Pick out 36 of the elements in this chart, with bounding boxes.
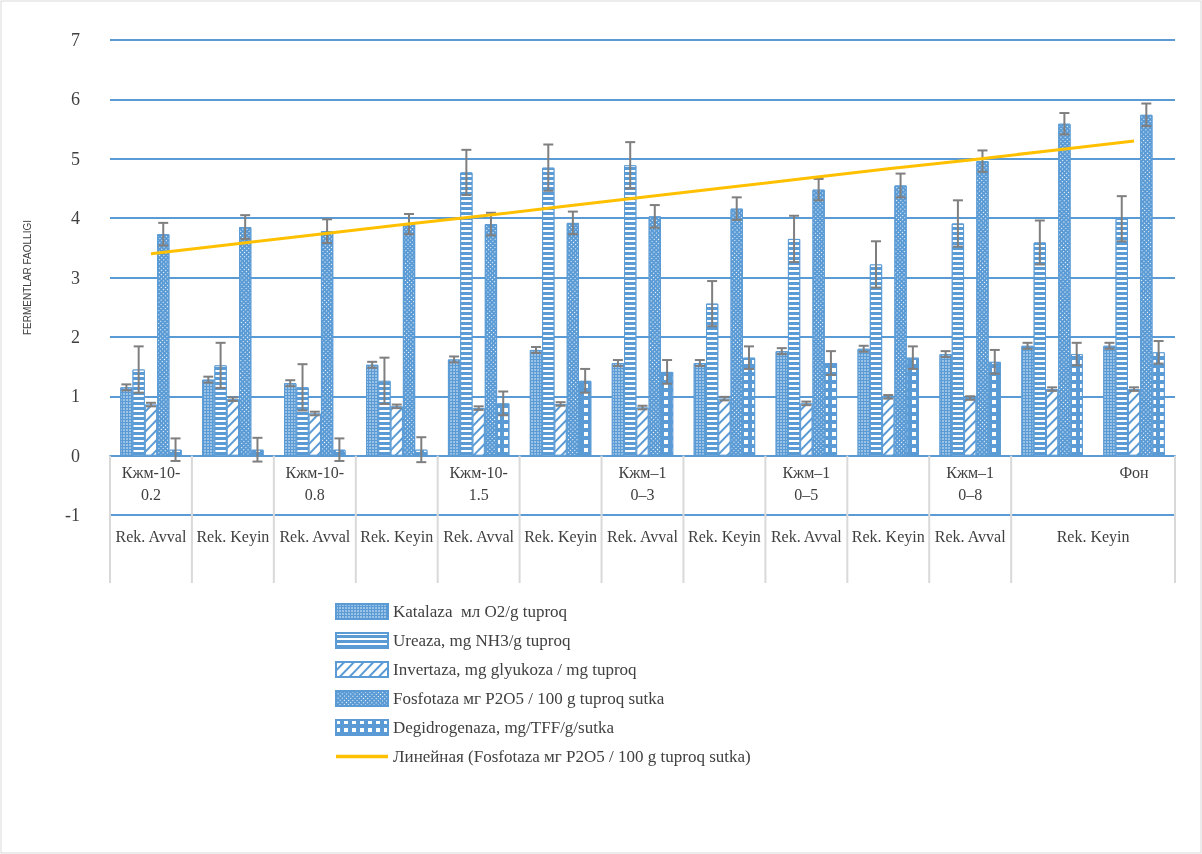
text: Rek. Avval [279,527,351,545]
text: Rek. Keyin [687,527,761,546]
x-tick-label: Кжм-10-1.5 [449,464,508,504]
text: Rek. Keyin [1056,527,1130,546]
y-tick-label: 5 [71,148,80,169]
legend-label: Fosfotaza мг P2O5 / 100 g tuproq sutka [393,689,665,708]
text: Rek. Avval [115,527,187,545]
text: Rek. Keyin [196,527,270,546]
legend-label: Линейная (Fosfotaza мг P2O5 / 100 g tuproq sutka) [393,747,751,766]
legend-label: Degidrogenaza, mg/TFF/g/sutka [393,718,615,737]
x-tick-label: Кжм-10-0.8 [285,464,345,504]
x-tick-label: Фон [1119,464,1150,482]
legend-label: Ureaza, mg NH3/g tuproq [393,631,571,650]
line-series [149,139,1136,256]
y-tick-label: 1 [71,386,80,407]
text: Rek. Keyin [851,527,925,546]
y-tick-label: 4 [71,208,80,229]
text: Rek. Avval [607,527,679,545]
text: Rek. Avval [770,527,843,545]
text: Rek. Keyin [524,527,598,546]
x-tick-label: Кжм-10-0.2 [121,464,181,504]
text: Rek. Avval [934,527,1007,545]
y-tick-label: 6 [71,89,80,110]
text: Rek. Avval [443,527,515,545]
legend-label: Invertaza, mg glyukoza / mg tuproq [393,660,638,679]
x-tick-label: Кжм–10–5 [782,464,831,504]
legend-label: Katalaza мл O2/g tuproq [393,602,568,621]
y-tick-label: -1 [65,505,80,525]
y-tick-label: 3 [71,267,80,288]
x-tick-label: Кжм–10–8 [946,464,995,504]
y-tick-label: 7 [71,30,80,50]
y-tick-label: 0 [71,445,80,466]
x-tick-label: Кжм–10–3 [618,464,667,504]
y-axis-title: FERMENTLAR FAOLLIGI [21,219,33,336]
text: Rek. Keyin [360,527,434,546]
y-tick-label: 2 [71,326,80,347]
